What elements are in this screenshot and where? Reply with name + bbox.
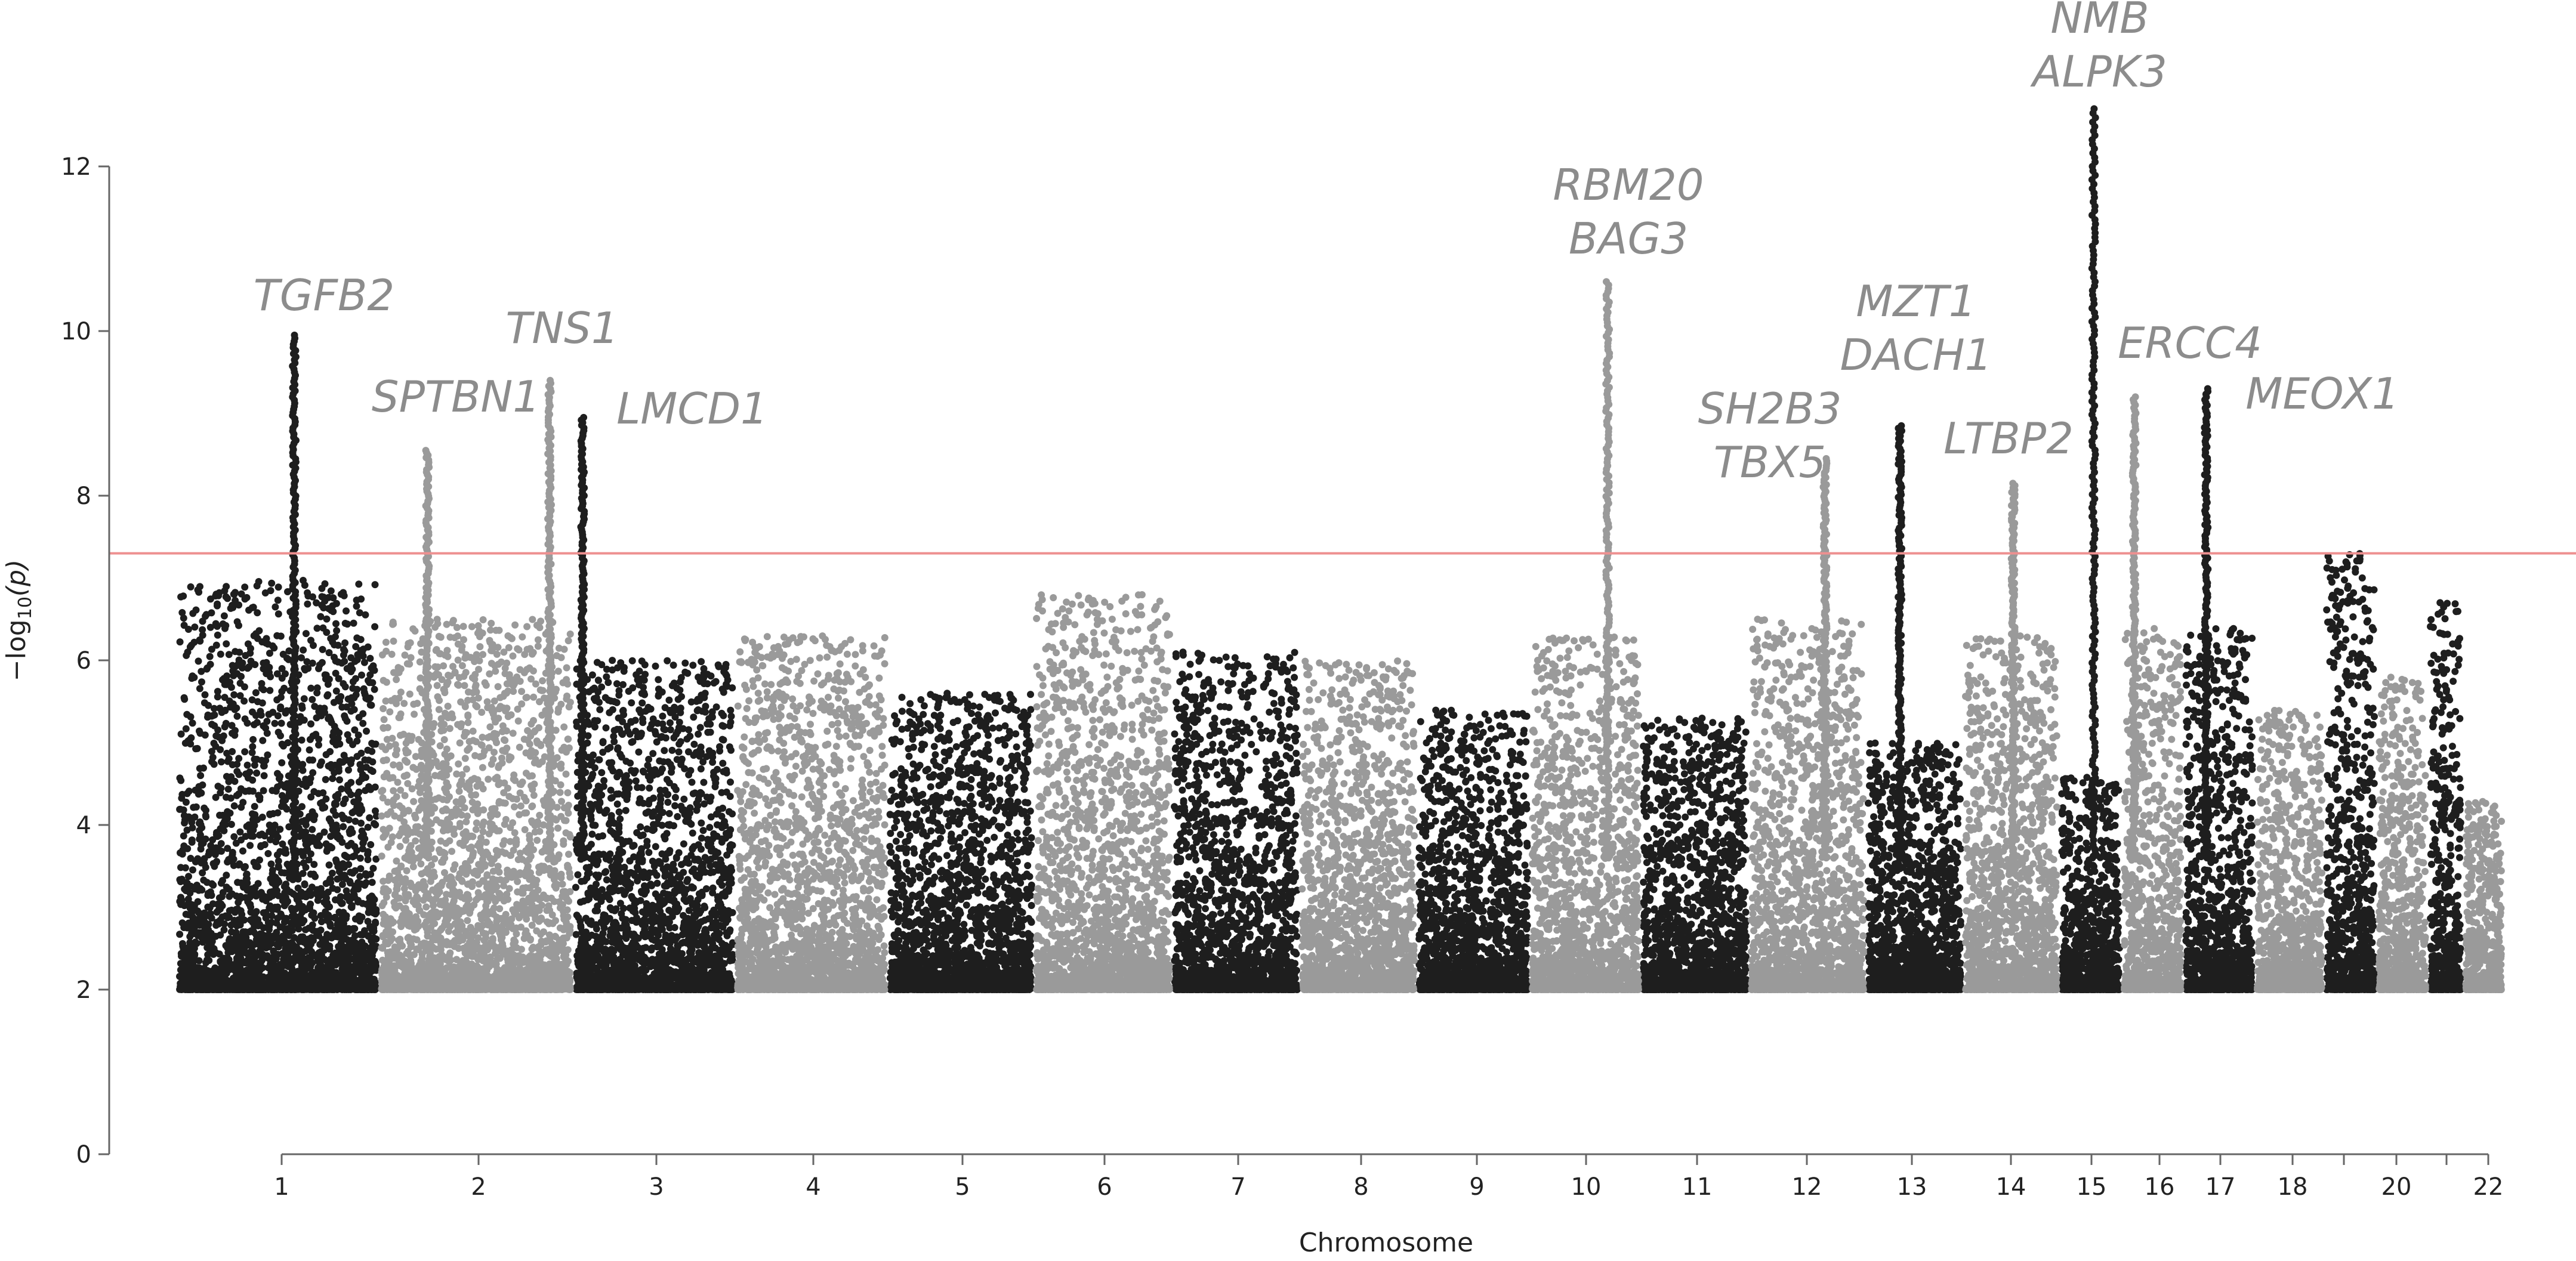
- x-tick-label: 3: [649, 1173, 664, 1201]
- gene-label: TBX5: [1714, 437, 1827, 487]
- gene-label: BAG3: [1569, 214, 1688, 264]
- x-tick-label: 2: [471, 1173, 486, 1201]
- snp-points: [378, 278, 2505, 994]
- y-tick-label: 8: [76, 483, 91, 510]
- x-tick-label: 13: [1897, 1173, 1927, 1201]
- x-tick-label: 1: [274, 1173, 289, 1201]
- x-tick-label: 16: [2145, 1173, 2175, 1201]
- x-tick-label: 8: [1353, 1173, 1368, 1201]
- gene-label: LMCD1: [616, 384, 768, 434]
- y-axis-title-suffix: (p): [1, 560, 32, 596]
- y-tick-label: 10: [61, 318, 91, 345]
- y-tick-label: 4: [76, 812, 91, 839]
- x-tick-label: 6: [1097, 1173, 1112, 1201]
- gene-label: LTBP2: [1943, 413, 2074, 463]
- x-tick-label: 4: [806, 1173, 820, 1201]
- y-tick-label: 6: [76, 647, 91, 675]
- gene-label: TNS1: [505, 303, 618, 353]
- y-tick-label: 12: [61, 153, 91, 181]
- y-axis: 0 2 4 6 8 10 12: [61, 153, 110, 1169]
- y-axis-title-subscript: 10: [15, 596, 36, 619]
- gene-label: ERCC4: [2118, 318, 2262, 368]
- gene-label: SH2B3: [1698, 384, 1842, 434]
- x-tick-label: 20: [2381, 1173, 2412, 1201]
- x-tick-label: 9: [1469, 1173, 1484, 1201]
- y-tick-label: 2: [76, 976, 91, 1004]
- gene-label: NMB: [2050, 0, 2149, 43]
- gene-label: MEOX1: [2245, 369, 2399, 419]
- gene-label: DACH1: [1840, 330, 1992, 380]
- x-tick-label: 15: [2077, 1173, 2107, 1201]
- x-tick-label: 12: [1792, 1173, 1822, 1201]
- gene-label: MZT1: [1856, 276, 1976, 326]
- y-axis-title-base: −log: [1, 619, 32, 681]
- gene-label: RBM20: [1553, 160, 1704, 210]
- gene-label: SPTBN1: [372, 372, 540, 422]
- y-axis-title: −log10(p): [1, 560, 36, 681]
- gene-label: TGFB2: [254, 270, 394, 320]
- gene-label: ALPK3: [2030, 47, 2167, 97]
- x-axis: 1 2 3 4 5 6 7 8 9 10 11 12 13 14 15 16 17 18 20 22: [274, 1153, 2504, 1201]
- x-tick-label: 17: [2205, 1173, 2236, 1201]
- x-tick-label: 7: [1230, 1173, 1245, 1201]
- data-points: [176, 105, 2505, 994]
- snp-points: [176, 105, 2464, 994]
- x-tick-label: 5: [955, 1173, 970, 1201]
- x-tick-label: 10: [1571, 1173, 1602, 1201]
- x-axis-title: Chromosome: [1299, 1228, 1473, 1258]
- y-tick-label: 0: [76, 1141, 91, 1169]
- x-tick-label: 22: [2473, 1173, 2504, 1201]
- x-tick-label: 11: [1682, 1173, 1713, 1201]
- x-tick-label: 18: [2278, 1173, 2308, 1201]
- x-tick-label: 14: [1996, 1173, 2026, 1201]
